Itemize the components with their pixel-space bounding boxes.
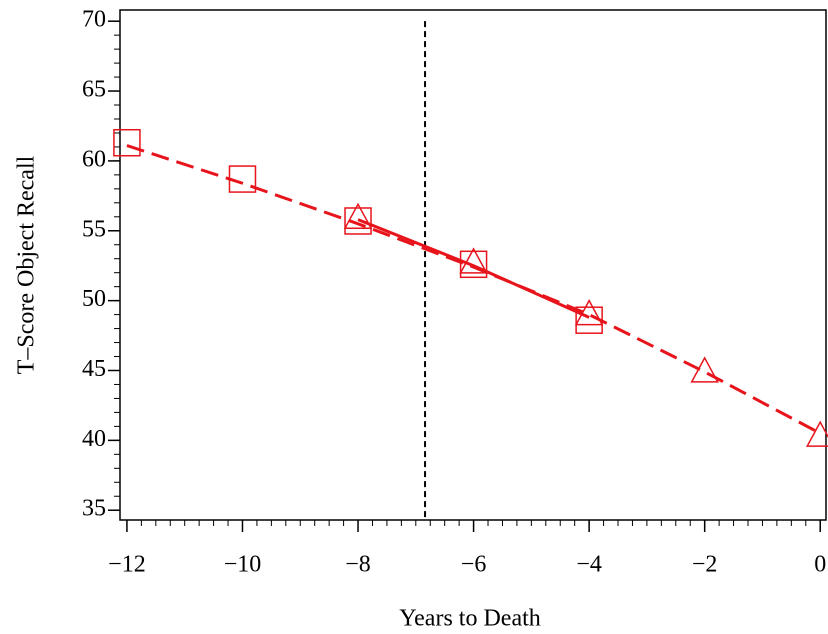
square-marker xyxy=(344,207,372,235)
x-tick-label: −10 xyxy=(224,552,262,578)
x-tick-label: −8 xyxy=(345,552,371,578)
triangle-marker xyxy=(805,420,828,447)
square-marker xyxy=(228,165,257,193)
x-tick-label: −4 xyxy=(576,552,602,578)
y-tick-label: 60 xyxy=(82,146,106,172)
square-marker xyxy=(459,250,488,279)
square-marker xyxy=(575,306,603,334)
y-tick-label: 45 xyxy=(82,356,106,382)
triangle-marker xyxy=(459,247,488,274)
x-tick-label: −2 xyxy=(692,552,718,578)
fit-line xyxy=(357,218,590,319)
triangle-marker xyxy=(574,299,604,326)
x-tick-label: −6 xyxy=(461,552,487,578)
triangle-marker xyxy=(690,356,719,383)
square-marker xyxy=(113,128,141,157)
x-tick-label: −12 xyxy=(108,552,146,578)
y-tick-label: 65 xyxy=(82,77,106,103)
y-tick-label: 40 xyxy=(82,426,106,452)
x-axis-title: Years to Death xyxy=(399,606,541,632)
y-tick-label: 50 xyxy=(82,286,106,312)
x-tick-label: 0 xyxy=(814,552,826,578)
y-tick-label: 55 xyxy=(82,216,106,242)
y-tick-label: 70 xyxy=(82,7,106,33)
y-axis-title: T–Score Object Recall xyxy=(14,155,40,374)
triangle-marker xyxy=(343,202,373,229)
y-tick-label: 35 xyxy=(82,496,106,522)
fit-line xyxy=(126,144,821,435)
